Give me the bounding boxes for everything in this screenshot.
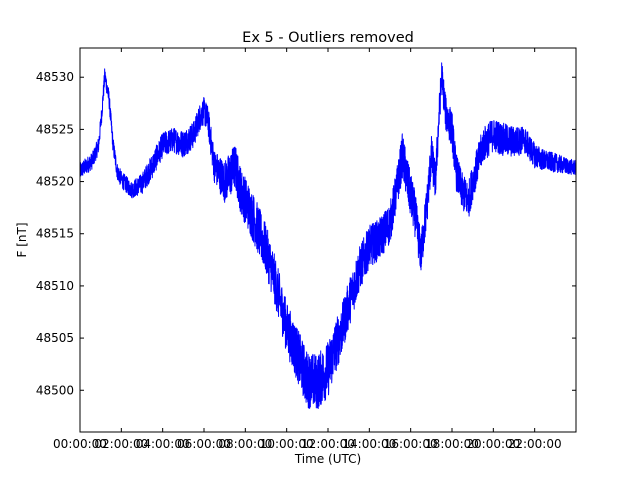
y-tick-label: 48510 xyxy=(36,279,74,293)
x-tick-label: 14:00:00 xyxy=(342,437,396,451)
y-tick-label: 48525 xyxy=(36,122,74,136)
x-tick-label: 06:00:00 xyxy=(177,437,231,451)
x-tick-label: 02:00:00 xyxy=(94,437,148,451)
x-tick-label: 12:00:00 xyxy=(301,437,355,451)
x-tick-label: 16:00:00 xyxy=(384,437,438,451)
x-tick-label: 04:00:00 xyxy=(136,437,190,451)
y-tick-label: 48530 xyxy=(36,70,74,84)
x-tick-label: 22:00:00 xyxy=(508,437,562,451)
x-axis: 00:00:0002:00:0004:00:0006:00:0008:00:00… xyxy=(53,48,562,451)
x-axis-label: Time (UTC) xyxy=(294,452,361,466)
x-tick-label: 20:00:00 xyxy=(466,437,520,451)
y-tick-label: 48520 xyxy=(36,175,74,189)
y-tick-label: 48515 xyxy=(36,227,74,241)
y-tick-label: 48500 xyxy=(36,383,74,397)
chart-title: Ex 5 - Outliers removed xyxy=(242,30,414,46)
x-tick-label: 10:00:00 xyxy=(260,437,314,451)
y-axis: 48500 48505 48510 48515 48520 48525 48530 xyxy=(36,70,576,397)
y-axis-label: F [nT] xyxy=(15,222,29,257)
x-tick-label: 18:00:00 xyxy=(425,437,479,451)
x-tick-label: 08:00:00 xyxy=(218,437,272,451)
x-tick-label: 00:00:00 xyxy=(53,437,107,451)
series-line xyxy=(80,62,576,409)
y-tick-label: 48505 xyxy=(36,331,74,345)
